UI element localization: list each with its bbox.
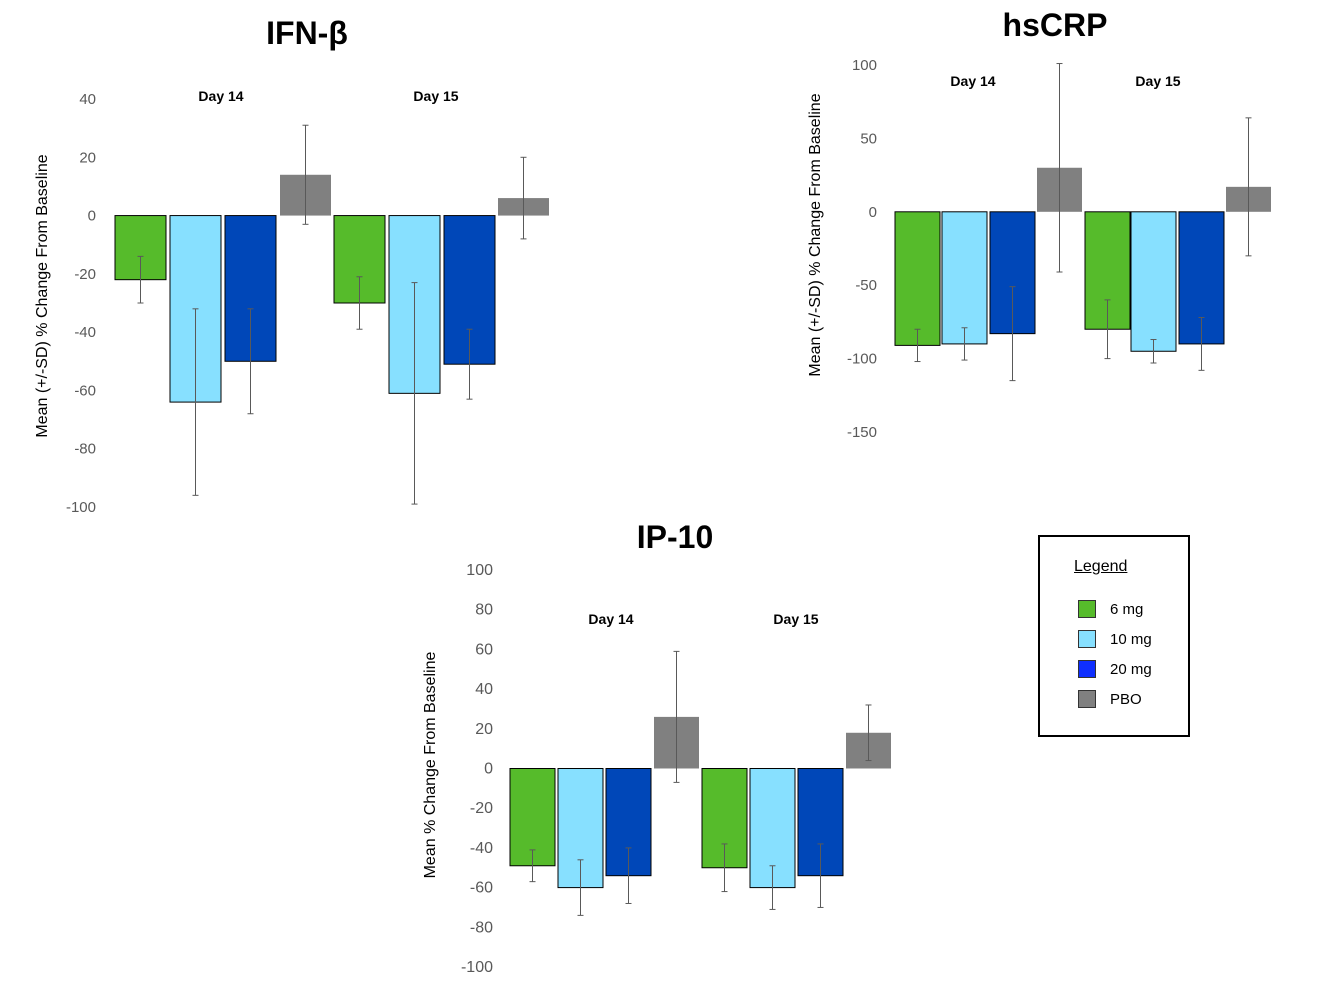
legend-swatch-6mg <box>1078 600 1096 618</box>
ifn-y-axis-label: Mean (+/-SD) % Change From Baseline <box>34 154 51 437</box>
ip10-y-tick-label: 100 <box>466 562 493 579</box>
ip10-y-tick-label: -40 <box>470 840 493 857</box>
legend-swatch-20mg <box>1078 660 1096 678</box>
hscrp-bar-6mg-day14 <box>894 211 941 346</box>
legend-item-10mg: 10 mg <box>1078 628 1152 650</box>
hscrp-y-tick-label: -150 <box>847 424 877 441</box>
ip10-y-axis-label: Mean % Change From Baseline <box>422 652 439 879</box>
ip10-y-tick-label: -60 <box>470 880 493 897</box>
hscrp-bar-10mg-day14 <box>941 211 988 345</box>
legend-title: Legend <box>1074 558 1128 575</box>
ip10-chart-title: IP-10 <box>637 519 713 555</box>
ifn-y-tick-label: 20 <box>79 149 96 166</box>
ip10-y-tick-label: 0 <box>484 761 493 778</box>
hscrp-y-tick-label: 100 <box>852 57 877 74</box>
ip10-y-tick-label: -20 <box>470 800 493 817</box>
ip10-y-tick-label: -80 <box>470 919 493 936</box>
ifn-y-tick-label: -20 <box>74 266 96 283</box>
legend-label-pbo: PBO <box>1110 690 1142 708</box>
legend-item-6mg: 6 mg <box>1078 598 1143 620</box>
legend-item-pbo: PBO <box>1078 688 1142 710</box>
legend-label-6mg: 6 mg <box>1110 600 1144 618</box>
hscrp-y-tick-label: -100 <box>847 351 877 368</box>
ifn-y-tick-label: -80 <box>74 441 96 458</box>
hscrp-group-label: Day 14 <box>950 73 995 89</box>
hscrp-bar-10mg-day15 <box>1130 211 1177 352</box>
ifn-y-tick-label: 40 <box>79 91 96 108</box>
ip10-group-label: Day 14 <box>588 611 633 627</box>
legend-swatch-10mg <box>1078 630 1096 648</box>
ifn-chart-title: IFN-β <box>266 15 348 51</box>
ip10-y-tick-label: 40 <box>475 681 493 698</box>
hscrp-chart-title: hsCRP <box>1003 7 1108 43</box>
hscrp-y-tick-label: -50 <box>855 277 877 294</box>
legend: Legend 6 mg 10 mg 20 mg PBO <box>1038 535 1190 737</box>
ifn-y-tick-label: -40 <box>74 324 96 341</box>
ip10-y-tick-label: 60 <box>475 641 493 658</box>
ifn-y-tick-label: -100 <box>66 499 96 516</box>
ip10-y-tick-label: 80 <box>475 602 493 619</box>
legend-swatch-pbo <box>1078 690 1096 708</box>
legend-item-20mg: 20 mg <box>1078 658 1152 680</box>
legend-label-20mg: 20 mg <box>1110 660 1152 678</box>
ip10-y-tick-label: 20 <box>475 721 493 738</box>
hscrp-y-tick-label: 50 <box>860 130 877 147</box>
ifn-y-tick-label: 0 <box>88 208 96 225</box>
ifn-group-label: Day 14 <box>198 88 243 104</box>
legend-label-10mg: 10 mg <box>1110 630 1152 648</box>
hscrp-y-axis-label: Mean (+/-SD) % Change From Baseline <box>807 93 824 376</box>
hscrp-y-tick-label: 0 <box>869 204 877 221</box>
ip10-group-label: Day 15 <box>773 611 818 627</box>
ifn-y-tick-label: -60 <box>74 382 96 399</box>
ip10-y-tick-label: -100 <box>461 959 493 976</box>
ifn-group-label: Day 15 <box>413 88 458 104</box>
hscrp-group-label: Day 15 <box>1135 73 1180 89</box>
